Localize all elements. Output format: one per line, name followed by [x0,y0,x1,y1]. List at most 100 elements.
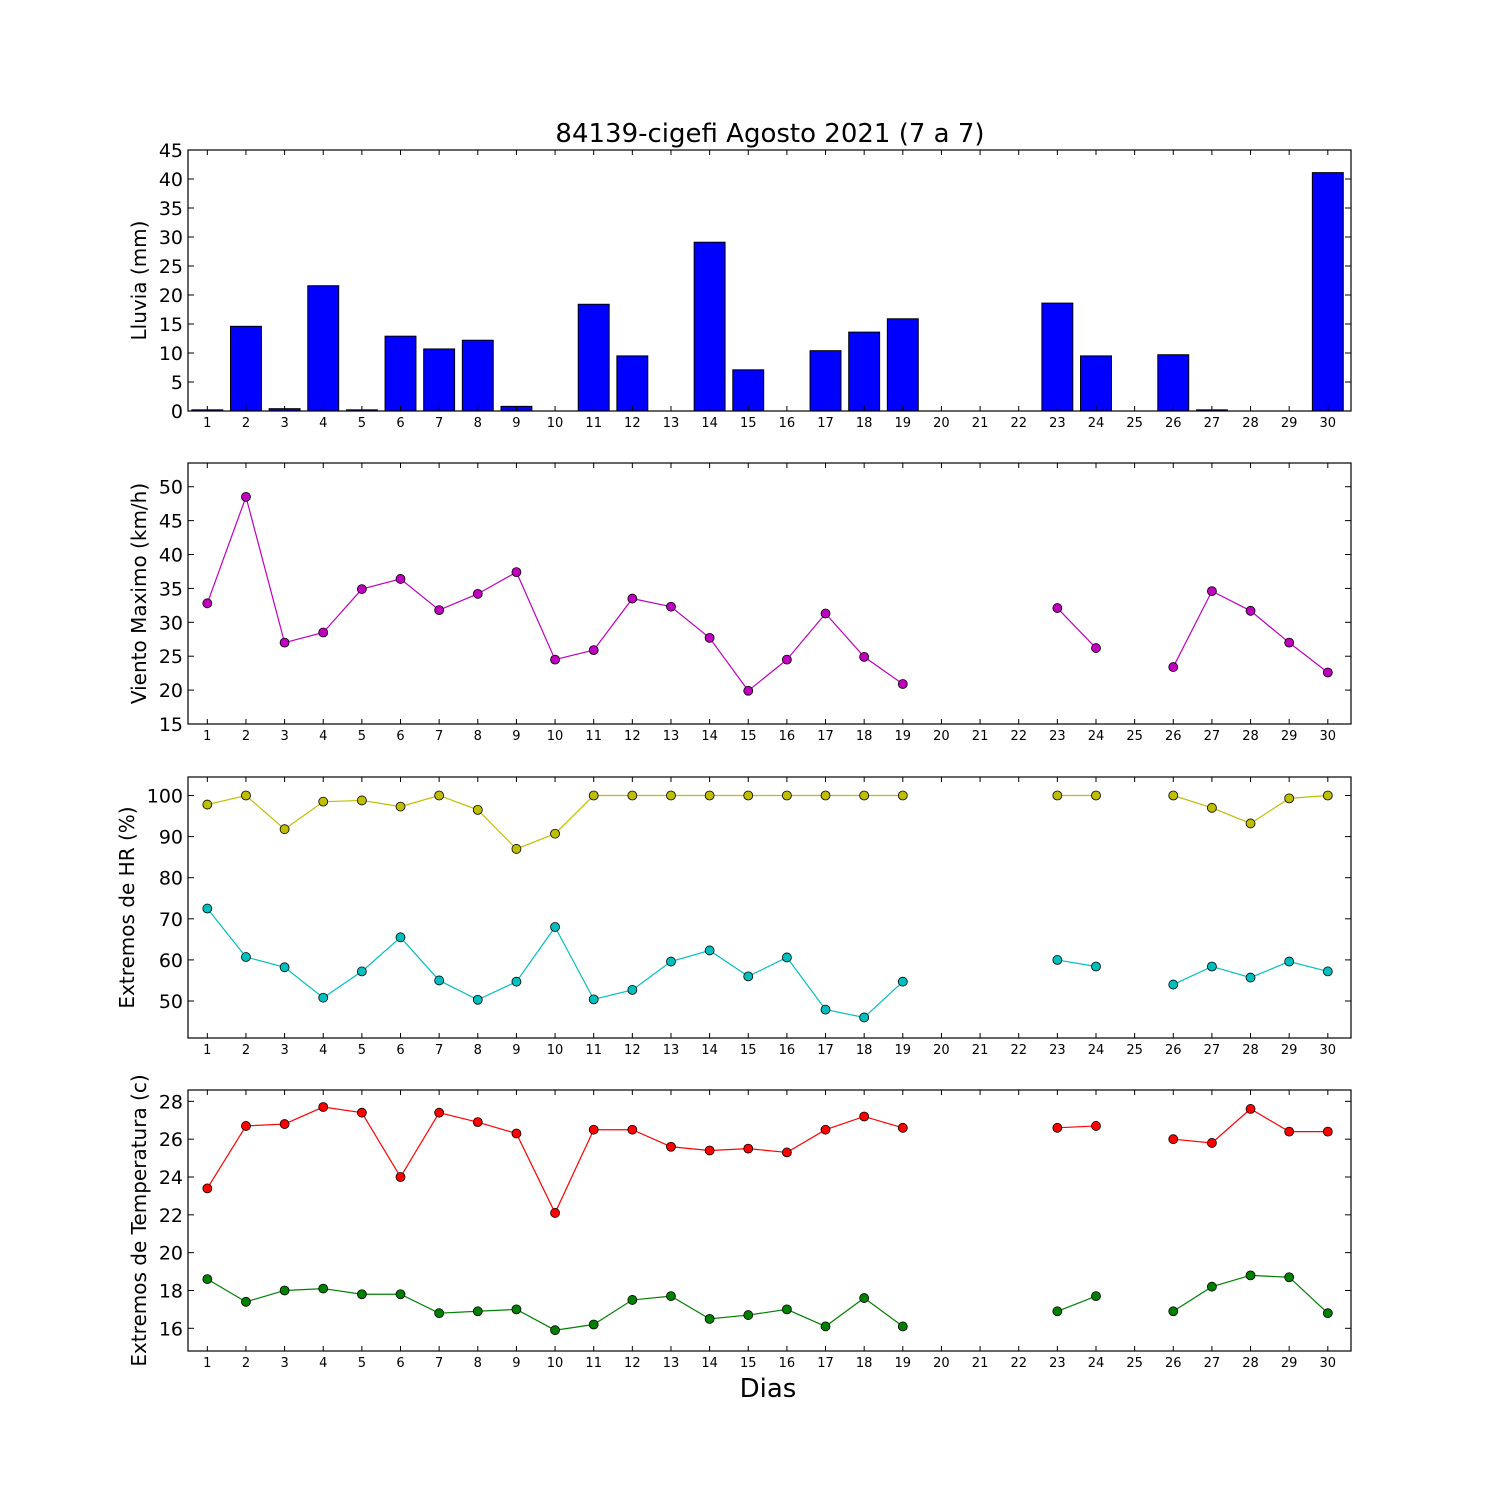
x-tick-label: 24 [1088,1043,1105,1058]
x-tick-label: 29 [1281,1043,1298,1058]
x-tick-label: 16 [779,416,796,431]
point-series-2-day-6 [395,1289,406,1300]
point-series-1-day-15 [743,685,754,696]
x-tick-label: 9 [512,1356,520,1371]
x-tick-label: 29 [1281,1356,1298,1371]
point-series-1-day-3 [279,637,290,648]
x-tick-label: 18 [856,729,873,744]
x-axis-label: Dias [740,1374,797,1404]
point-series-2-day-15 [743,971,754,982]
y-tick-label: 28 [159,1091,183,1113]
x-tick-label: 3 [280,1356,288,1371]
y-axis-label: Extremos de HR (%) [115,806,139,1008]
x-tick-label: 1 [203,1043,211,1058]
y-tick-label: 70 [159,909,183,931]
point-series-2-day-14 [704,1313,715,1324]
bar-day-17 [809,350,842,412]
chart-title: 84139-cigefi Agosto 2021 (7 a 7) [555,119,984,149]
y-tick-label: 40 [159,545,183,567]
y-tick-label: 0 [171,401,183,423]
x-tick-label: 5 [358,729,366,744]
x-tick-label: 16 [779,1356,796,1371]
y-tick-label: 26 [159,1129,183,1151]
x-tick-label: 24 [1088,729,1105,744]
x-tick-label: 10 [547,1043,564,1058]
y-tick-label: 25 [159,646,183,668]
panel-1: 1 2 3 4 5 6 7 8 9 10 11 12 13 14 15 16 17 18 19 20 21 22 23 24 2… [127,140,1352,431]
x-tick-label: 4 [319,1043,327,1058]
y-tick-label: 45 [159,140,183,162]
x-tick-label: 19 [895,416,912,431]
point-series-1-day-30 [1322,1126,1333,1137]
y-tick-label: 50 [159,991,183,1013]
point-series-1-day-8 [472,804,483,815]
point-series-1-day-28 [1245,1104,1256,1114]
x-tick-label: 14 [701,416,718,431]
point-series-2-day-29 [1284,956,1295,967]
point-series-2-day-11 [588,1319,599,1330]
point-series-2-day-30 [1322,966,1333,977]
point-series-1-day-1 [202,598,213,609]
x-tick-label: 7 [435,416,443,431]
x-tick-label: 16 [779,1043,796,1058]
y-axis-label: Lluvia (mm) [127,221,151,341]
x-tick-label: 2 [242,416,250,431]
point-series-1-day-23 [1052,1122,1063,1133]
bar-day-26 [1157,354,1190,412]
point-series-1-day-1 [202,799,213,810]
y-tick-label: 60 [159,950,183,972]
y-tick-label: 100 [147,785,183,807]
x-tick-label: 28 [1242,416,1259,431]
point-series-2-day-7 [434,1308,445,1319]
point-series-1-day-11 [588,790,599,801]
bar-day-6 [384,335,417,412]
x-tick-label: 14 [701,1356,718,1371]
point-series-2-day-10 [550,922,560,932]
x-tick-label: 22 [1010,416,1027,431]
y-tick-label: 18 [159,1280,183,1302]
panel-2: 1 2 3 4 5 6 7 8 9 10 11 12 13 14 15 16 17 18 19 20 21 22 23 24 2… [127,462,1352,744]
x-tick-label: 22 [1010,1043,1027,1058]
point-series-1-day-17 [820,790,831,801]
y-tick-label: 40 [159,169,183,191]
y-tick-label: 90 [159,827,183,849]
x-tick-label: 30 [1320,416,1337,431]
bar-day-4 [307,285,340,412]
x-tick-label: 11 [585,1356,602,1371]
x-tick-label: 14 [701,729,718,744]
y-tick-label: 30 [159,612,183,634]
point-series-2-day-18 [859,1293,870,1303]
point-series-2-day-12 [627,1295,638,1305]
bar-day-12 [616,355,649,412]
point-series-1-day-16 [781,1147,792,1158]
x-tick-label: 22 [1010,1356,1027,1371]
point-series-2-day-8 [472,994,483,1005]
point-series-2-day-13 [666,956,676,967]
point-series-2-day-26 [1168,1306,1179,1317]
point-series-1-day-9 [511,567,522,578]
y-tick-label: 10 [159,343,183,365]
point-series-1-day-9 [511,844,522,854]
x-tick-label: 19 [895,1043,912,1058]
point-series-1-day-12 [627,1124,638,1135]
point-series-1-day-8 [472,588,483,599]
bar-day-8 [461,339,494,412]
x-tick-label: 11 [585,1043,602,1058]
x-tick-label: 24 [1088,1356,1105,1371]
point-series-1-day-5 [356,795,367,806]
x-tick-label: 26 [1165,1356,1182,1371]
point-series-1-day-27 [1207,802,1217,813]
point-series-1-day-18 [859,1111,870,1122]
point-series-2-day-15 [743,1310,754,1320]
point-series-1-day-29 [1284,793,1295,804]
x-tick-label: 15 [740,1043,757,1058]
x-tick-label: 28 [1242,1043,1259,1058]
point-series-1-day-28 [1245,818,1256,829]
point-series-1-day-14 [704,790,715,801]
point-series-1-day-19 [897,790,908,801]
x-tick-label: 9 [512,1043,520,1058]
point-series-1-day-30 [1322,790,1333,801]
point-series-1-day-24 [1091,790,1101,801]
point-series-2-day-27 [1207,961,1217,972]
